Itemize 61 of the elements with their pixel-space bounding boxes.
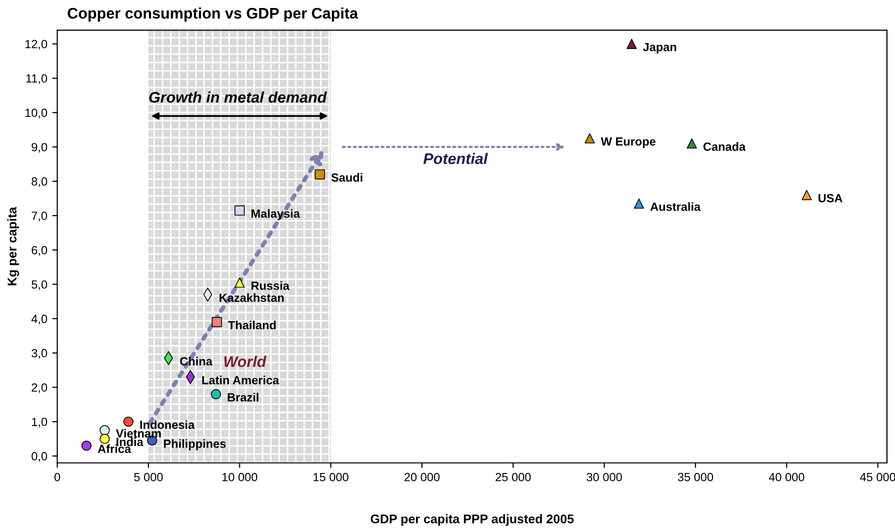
series-label: Kazakhstan (220, 293, 284, 302)
x-tick-label: 45 000 (860, 472, 895, 482)
point (314, 169, 325, 180)
series-label: Australia (650, 202, 701, 211)
x-tick-label: 0 (54, 472, 60, 482)
x-tick-label: 5 000 (134, 472, 163, 482)
series-label: Malaysia (252, 209, 300, 220)
point (626, 38, 637, 49)
y-tick-label: 5,0 (32, 280, 48, 290)
point (234, 205, 245, 216)
chart-title: Copper consumption vs GDP per Capita (68, 7, 358, 22)
y-tick-label: 11,0 (26, 74, 48, 84)
y-tick-label: 6,0 (32, 246, 48, 256)
annotation: Potential (423, 152, 488, 164)
point (212, 316, 222, 328)
band-label: Growth in metal demand (149, 91, 327, 103)
annotation: World (224, 356, 266, 368)
x-tick-label: 35 000 (678, 472, 714, 482)
point (100, 425, 110, 436)
series-label: USA (818, 194, 842, 202)
series-label: W Europe (600, 137, 656, 148)
x-axis-title: GDP per capita PPP adjusted 2005 (370, 514, 574, 526)
y-axis-title: Kg per capita (7, 206, 20, 286)
y-tick-label: 12,0 (25, 40, 48, 50)
y-tick-label: 4,0 (31, 314, 48, 324)
y-tick-label: 8,0 (32, 177, 48, 188)
series-label: Thailand (228, 320, 276, 330)
y-tick-label: 3,0 (32, 349, 48, 359)
point (100, 434, 110, 444)
series-label: Canada (703, 142, 746, 151)
series-label: Vietnam (116, 428, 161, 438)
point (234, 277, 245, 288)
y-tick-label: 7,0 (32, 212, 48, 222)
y-tick-label: 1,0 (32, 418, 48, 428)
y-tick-label: 10,0 (25, 108, 48, 118)
point (81, 440, 92, 451)
series-label: Saudi (331, 173, 362, 182)
point (634, 198, 644, 209)
x-tick-label: 10 000 (222, 472, 258, 482)
series-label: Indonesia (140, 420, 195, 429)
point (686, 138, 697, 149)
point (123, 416, 134, 427)
series-label: Brazil (228, 392, 258, 402)
point (584, 133, 595, 144)
series-label: China (180, 356, 212, 366)
x-tick-label: 15 000 (314, 472, 348, 482)
series-label: Latin America (202, 376, 280, 384)
point (802, 190, 812, 200)
x-tick-label: 25 000 (496, 472, 531, 482)
series-label: Philippines (164, 439, 226, 450)
point (210, 389, 221, 400)
series-label: India (116, 438, 144, 446)
series-label: Japan (642, 42, 676, 54)
series-label: Africa (98, 444, 132, 454)
y-tick-label: 9,0 (32, 142, 48, 153)
y-tick-label: 2,0 (32, 383, 48, 394)
y-tick-label: 0,0 (32, 452, 48, 462)
series-label: Russia (252, 281, 290, 290)
x-tick-label: 30 000 (586, 472, 622, 482)
x-tick-label: 40 000 (768, 472, 804, 482)
x-tick-label: 20 000 (404, 472, 440, 482)
